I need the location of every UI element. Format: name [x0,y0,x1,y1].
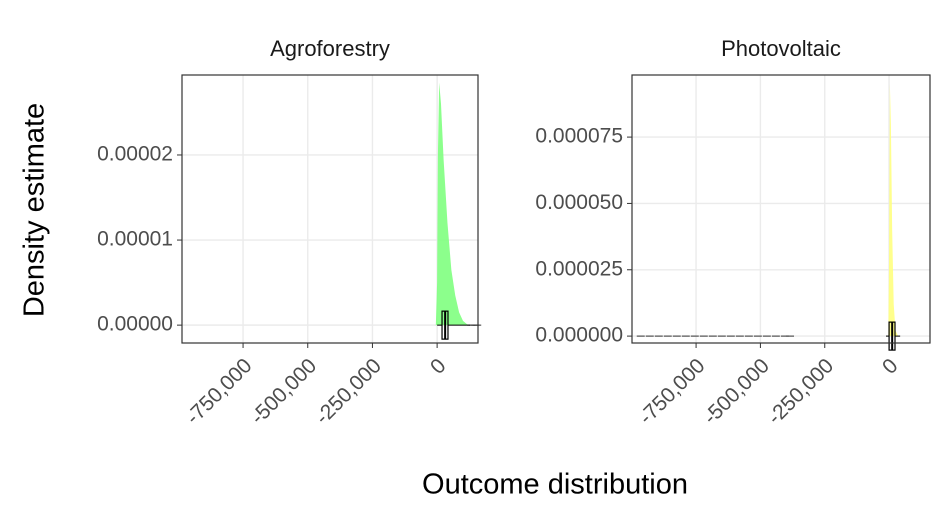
y-tick-label: 0.00002 [97,143,173,166]
density-area [888,84,899,337]
y-tick-label: 0.000000 [535,324,623,347]
panel-title: Photovoltaic [721,36,841,61]
density-area [435,82,469,326]
panel-border [631,74,931,344]
panel-border [181,74,479,344]
y-tick-label: 0.000075 [535,125,623,148]
panel-background [182,75,478,343]
y-tick-label: 0.00001 [97,228,173,251]
y-tick-label: 0.000050 [535,191,623,214]
y-axis-title: Density estimate [19,103,51,317]
panel-background [632,75,930,343]
x-axis-title: Outcome distribution [422,469,688,501]
y-tick-label: 0.000025 [535,257,623,280]
panel-title: Agroforestry [270,36,390,61]
y-tick-label: 0.00000 [97,313,173,336]
